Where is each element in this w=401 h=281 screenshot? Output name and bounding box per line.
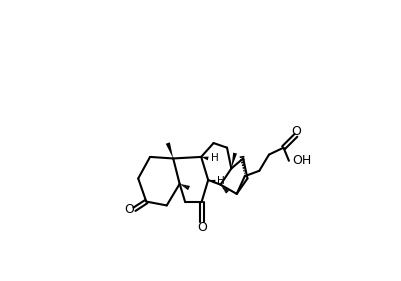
Polygon shape	[208, 180, 215, 183]
Polygon shape	[200, 157, 208, 160]
Polygon shape	[165, 142, 173, 158]
Text: H: H	[217, 176, 225, 186]
Text: H: H	[210, 153, 218, 163]
Polygon shape	[231, 153, 237, 169]
Text: O: O	[196, 221, 206, 234]
Text: O: O	[290, 125, 300, 138]
Text: OH: OH	[291, 154, 310, 167]
Text: O: O	[124, 203, 134, 216]
